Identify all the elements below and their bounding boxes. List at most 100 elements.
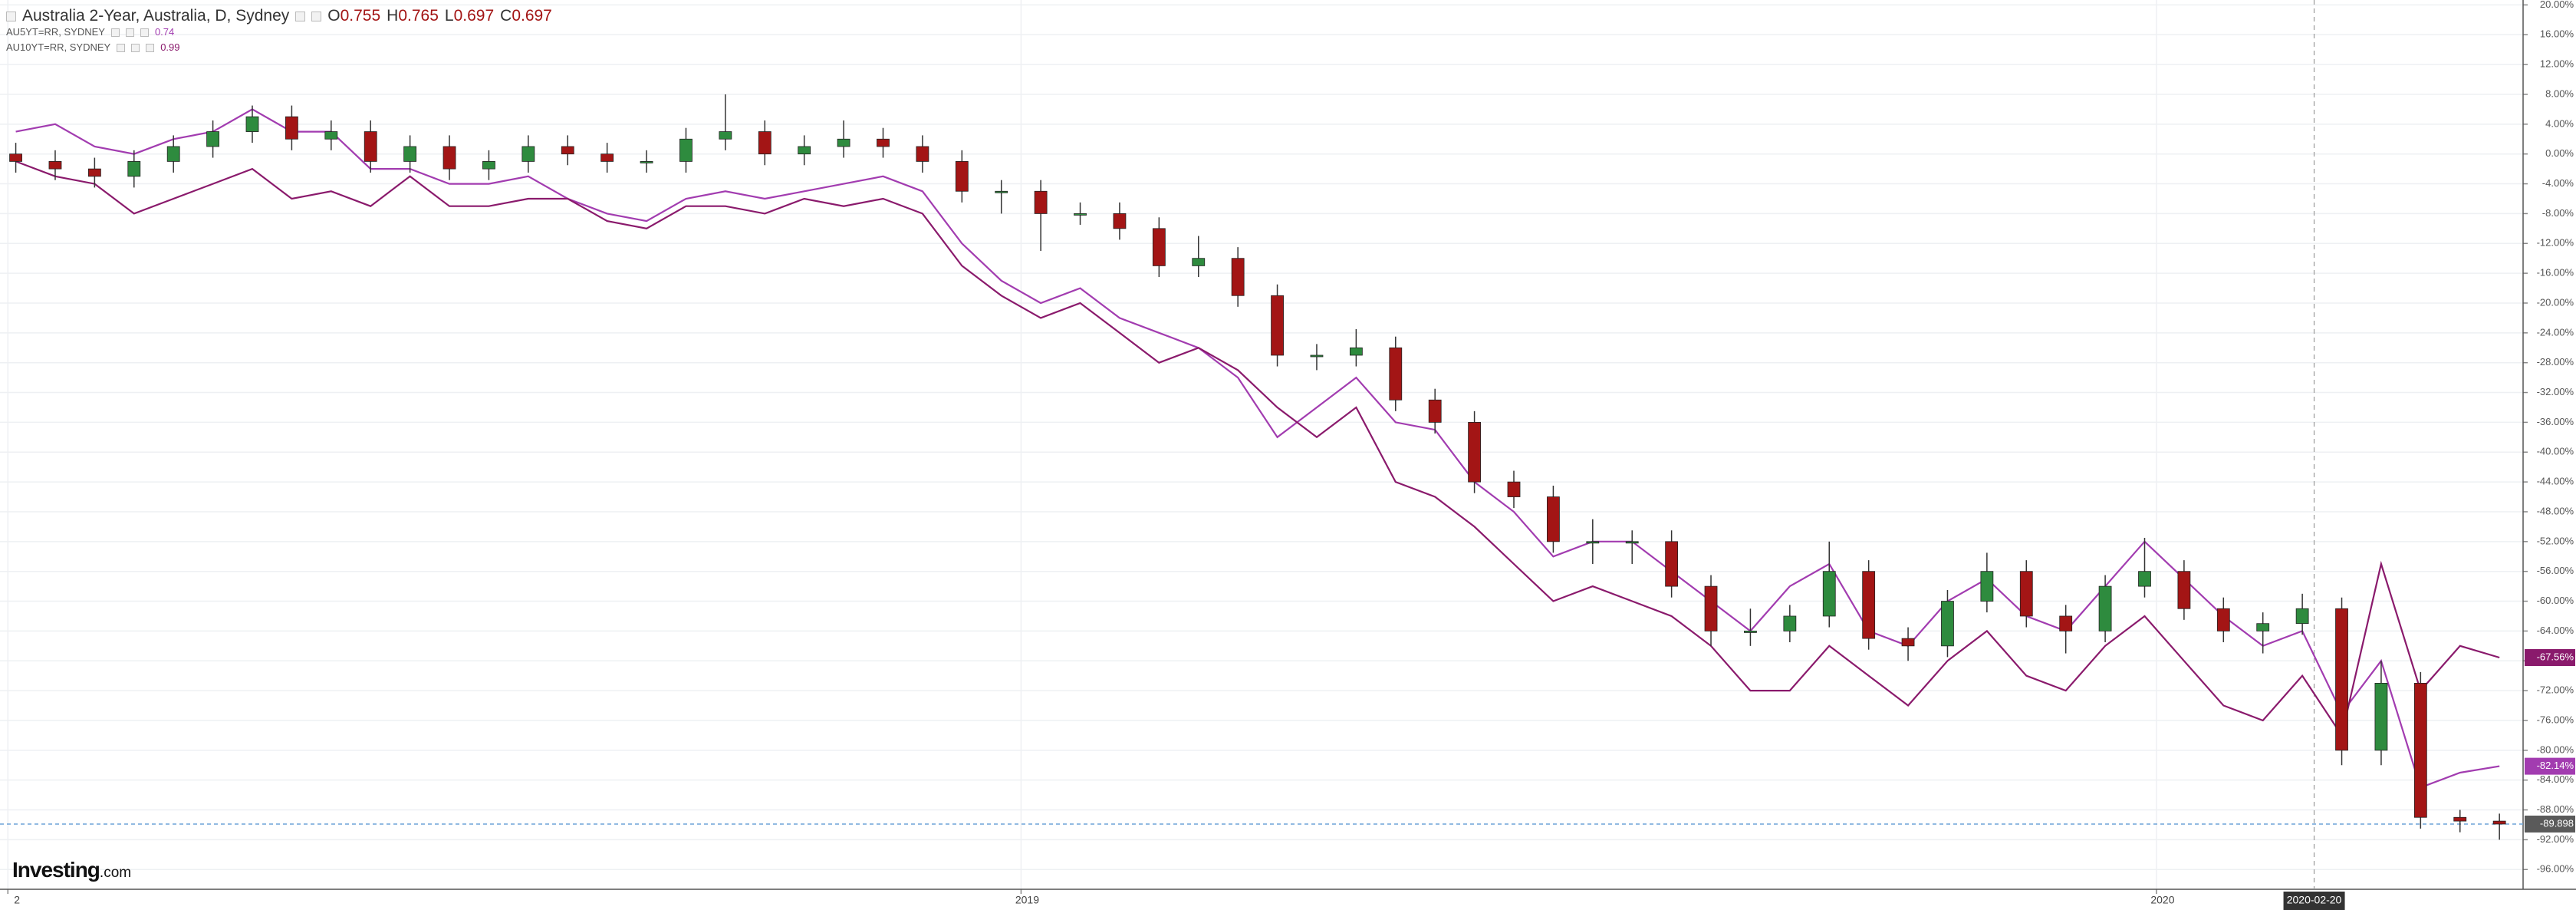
y-tick-label: -84.00%: [2537, 773, 2574, 785]
candle-body: [798, 146, 811, 155]
candle-body: [1192, 258, 1206, 266]
candle-body: [1822, 571, 1836, 617]
y-tick-label: -44.00%: [2537, 476, 2574, 487]
candle-body: [127, 161, 141, 177]
candle-body: [521, 146, 535, 162]
legend-eye-button[interactable]: [110, 28, 120, 37]
y-tick-label: 16.00%: [2540, 28, 2574, 40]
close-button[interactable]: [311, 11, 322, 21]
candle-body: [1152, 228, 1166, 266]
candle-body: [2413, 683, 2427, 818]
ohlc-key: H: [387, 7, 399, 25]
candle-body: [1428, 399, 1442, 423]
y-tick-label: -36.00%: [2537, 416, 2574, 427]
legend-settings-button[interactable]: [125, 28, 134, 37]
candle-body: [1704, 585, 1718, 631]
y-tick-label: -12.00%: [2537, 237, 2574, 249]
candle-body: [1231, 258, 1245, 296]
candle-body: [48, 161, 62, 170]
price-tag: -67.56%: [2537, 651, 2574, 662]
candle-body: [482, 161, 495, 170]
candle-body: [955, 161, 969, 192]
y-tick-label: -88.00%: [2537, 803, 2574, 815]
overlay-line: [15, 160, 2500, 738]
y-tick-label: -24.00%: [2537, 326, 2574, 338]
price-tag: -82.14%: [2537, 760, 2574, 771]
chart-title: Australia 2-Year, Australia, D, Sydney: [22, 7, 290, 25]
candle-body: [1389, 347, 1403, 401]
y-tick-label: -80.00%: [2537, 743, 2574, 755]
legend-name: AU10YT=RR, SYDNEY: [6, 41, 111, 53]
ohlc-key: C: [500, 7, 512, 25]
candle-body: [245, 116, 259, 132]
candle-body: [2492, 820, 2506, 825]
legend-value: 0.74: [154, 26, 175, 38]
y-tick-label: -64.00%: [2537, 625, 2574, 636]
legend-name: AU5YT=RR, SYDNEY: [6, 26, 105, 38]
candle-body: [442, 146, 456, 170]
y-tick-label: -60.00%: [2537, 595, 2574, 606]
y-tick-label: -20.00%: [2537, 296, 2574, 308]
watermark: Investing.com: [12, 858, 131, 882]
candle-body: [285, 116, 298, 140]
candle-body: [364, 131, 377, 162]
candle-body: [2256, 623, 2270, 631]
ohlc-value: 0.755: [340, 7, 381, 25]
candle-body: [2059, 615, 2073, 631]
chart-header: Australia 2-Year, Australia, D, Sydney O…: [6, 8, 552, 55]
candle-body: [2216, 608, 2230, 631]
candle-body: [1074, 213, 1087, 216]
y-tick-label: -40.00%: [2537, 446, 2574, 457]
y-tick-label: -28.00%: [2537, 356, 2574, 368]
candle-body: [1349, 347, 1363, 356]
y-tick-label: 12.00%: [2540, 58, 2574, 70]
candle-body: [1113, 213, 1127, 229]
ohlc-item: C0.697: [500, 8, 552, 25]
title-row: Australia 2-Year, Australia, D, Sydney O…: [6, 8, 552, 25]
candle-body: [719, 131, 732, 140]
candle-body: [2374, 683, 2388, 751]
candle-body: [87, 168, 101, 177]
candle-body: [2138, 571, 2151, 587]
legend-close-button[interactable]: [140, 28, 149, 37]
candle-body: [2098, 585, 2112, 631]
collapse-button[interactable]: [6, 11, 16, 21]
candle-body: [640, 161, 653, 163]
price-tag: -89.898: [2540, 817, 2574, 829]
legend-settings-button[interactable]: [131, 43, 140, 52]
candle-body: [679, 138, 693, 162]
candle-body: [1665, 541, 1679, 587]
ohlc-key: L: [444, 7, 454, 25]
legend-eye-button[interactable]: [117, 43, 126, 52]
price-tag-bg: [2525, 757, 2575, 775]
y-tick-label: -72.00%: [2537, 684, 2574, 696]
ohlc-item: H0.765: [387, 8, 439, 25]
candle-body: [561, 146, 574, 155]
legend-row: AU10YT=RR, SYDNEY 0.99: [6, 40, 552, 55]
legend-close-button[interactable]: [146, 43, 155, 52]
candle-body: [1744, 631, 1757, 633]
ohlc-item: L0.697: [445, 8, 494, 25]
candle-body: [2335, 608, 2348, 751]
plot-background: [0, 0, 2523, 889]
settings-button[interactable]: [295, 11, 306, 21]
candle-body: [1586, 541, 1600, 544]
candle-body: [1625, 541, 1639, 544]
x-tick-label: 2: [14, 894, 20, 906]
y-tick-label: -52.00%: [2537, 535, 2574, 546]
candle-body: [1468, 422, 1481, 483]
candle-body: [600, 153, 614, 162]
candle-body: [206, 131, 219, 147]
candle-body: [758, 131, 771, 155]
y-tick-label: -32.00%: [2537, 386, 2574, 397]
y-tick-label: -4.00%: [2542, 177, 2574, 189]
candle-body: [995, 190, 1008, 193]
candle-body: [2019, 571, 2033, 617]
y-tick-label: -76.00%: [2537, 714, 2574, 725]
y-tick-label: -48.00%: [2537, 505, 2574, 516]
x-tick-label: 2020: [2150, 894, 2174, 906]
candle-body: [916, 146, 929, 162]
candle-body: [1034, 190, 1048, 214]
